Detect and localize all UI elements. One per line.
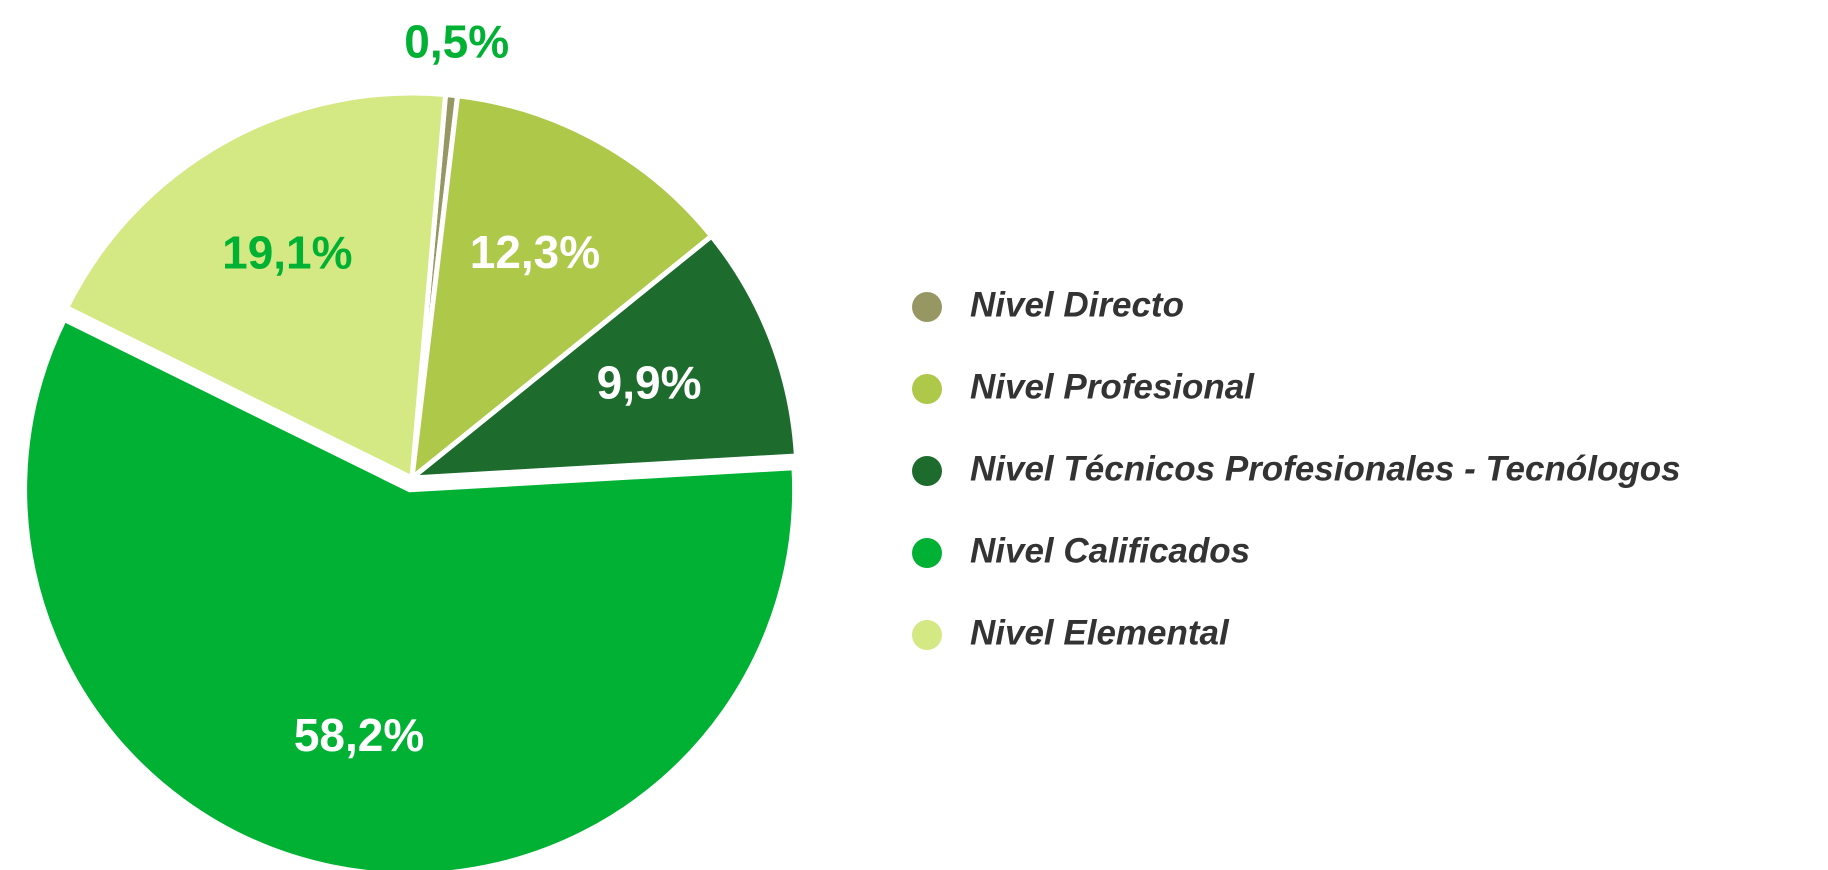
data-label: 58,2% bbox=[294, 709, 424, 761]
legend-label: Nivel Profesional bbox=[970, 367, 1255, 406]
data-label: 12,3% bbox=[470, 226, 600, 278]
legend-swatch bbox=[912, 292, 942, 322]
pie-slice bbox=[404, 232, 800, 481]
legend-swatch bbox=[912, 374, 942, 404]
pie-slice bbox=[408, 92, 716, 484]
pie-slice bbox=[63, 90, 449, 482]
legend-swatch bbox=[912, 620, 942, 650]
data-label: 0,5% bbox=[404, 15, 509, 67]
pie-slice bbox=[22, 316, 798, 870]
legend-label: Nivel Elemental bbox=[970, 613, 1230, 652]
legend-swatch bbox=[912, 456, 942, 486]
data-label: 19,1% bbox=[222, 227, 352, 279]
legend-label: Nivel Técnicos Profesionales - Tecnólogo… bbox=[970, 449, 1681, 488]
data-label: 9,9% bbox=[597, 357, 702, 409]
legend-label: Nivel Directo bbox=[970, 285, 1184, 324]
legend-swatch bbox=[912, 538, 942, 568]
legend-label: Nivel Calificados bbox=[970, 531, 1250, 570]
